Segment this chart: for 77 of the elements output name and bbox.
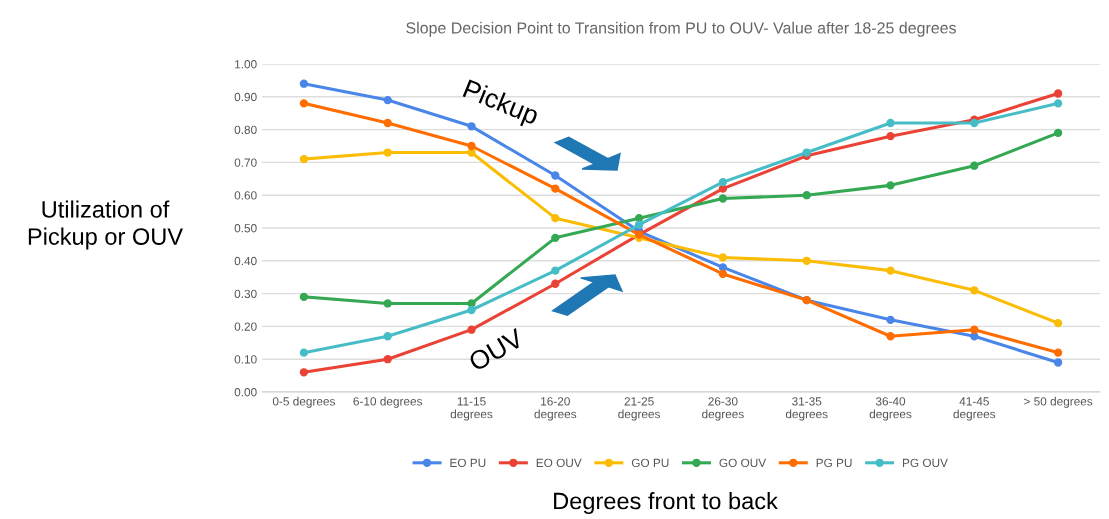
point [1053, 348, 1063, 357]
point [634, 213, 644, 223]
point [383, 95, 392, 105]
point [718, 253, 728, 262]
x-tick-label: 21-25 degrees [618, 397, 661, 421]
x-tick-label: 0-5 degrees [272, 396, 335, 408]
point [970, 286, 979, 295]
point [886, 131, 895, 141]
x-tick-label: 6-10 degrees [353, 396, 423, 408]
y-tick-label: 0.10 [234, 355, 257, 364]
legend-label: PG OUV [903, 458, 948, 468]
point [886, 315, 895, 325]
y-axis-title: Utilization of Pickup or OUV [28, 200, 183, 250]
y-tick-label: 0.00 [234, 388, 257, 397]
point [886, 181, 895, 190]
point [886, 332, 895, 341]
y-tick-label: 0.80 [234, 125, 257, 134]
y-tick-label: 1.00 [235, 60, 257, 69]
point [299, 154, 309, 164]
point [383, 355, 392, 364]
point [1053, 358, 1063, 367]
chart-title: Slope Decision Point to Transition from PU to OUV- Value after 18-25 degrees [406, 21, 956, 37]
point [299, 292, 309, 302]
point [970, 118, 979, 128]
point [467, 141, 476, 151]
point [1053, 99, 1063, 108]
point [551, 184, 560, 193]
point [718, 177, 728, 187]
point [1053, 128, 1063, 138]
y-tick-label: 0.30 [234, 289, 257, 298]
x-axis-title: Degrees front to back [554, 491, 778, 515]
point [802, 191, 811, 200]
point [634, 220, 644, 229]
point [383, 148, 392, 157]
point [551, 279, 560, 288]
x-tick-label: 36-40 degrees [869, 397, 912, 421]
x-tick-label: > 50 degrees [1024, 396, 1093, 408]
point [299, 99, 309, 108]
point [299, 348, 309, 357]
y-tick-label: 0.90 [234, 92, 257, 102]
x-tick-label: 26-30 degrees [702, 397, 744, 421]
point [551, 266, 560, 275]
x-tick-label: 16-20 degrees [534, 397, 577, 421]
point [718, 269, 728, 279]
point [551, 233, 560, 243]
point [551, 171, 560, 180]
point [1053, 89, 1063, 98]
y-tick-label: 0.70 [234, 158, 257, 167]
y-tick-label: 0.20 [234, 322, 257, 331]
legend-label: EO PU [450, 458, 486, 468]
point [467, 305, 476, 315]
point [551, 213, 560, 223]
x-tick-label: 41-45 degrees [953, 397, 996, 421]
point [718, 263, 728, 272]
point [970, 325, 979, 334]
point [886, 266, 895, 275]
legend-label: GO OUV [719, 458, 767, 468]
point [299, 79, 309, 88]
legend-label: PG PU [816, 458, 852, 468]
legend-label: EO OUV [536, 458, 582, 468]
x-tick-label: 31-35 degrees [785, 397, 828, 421]
point [970, 161, 979, 170]
point [383, 118, 392, 128]
y-tick-label: 0.40 [234, 256, 257, 266]
point [718, 194, 728, 203]
point [802, 256, 811, 265]
annotation: OUV [467, 327, 526, 372]
point [1053, 318, 1063, 328]
point [383, 299, 392, 308]
point [886, 118, 895, 128]
point [718, 184, 728, 193]
y-tick-label: 0.60 [234, 191, 257, 200]
y-tick-label: 0.50 [234, 224, 257, 233]
x-tick-label: 11-15 degrees [450, 397, 493, 421]
point [383, 332, 392, 341]
legend-label: GO PU [631, 458, 669, 468]
point [299, 368, 309, 377]
